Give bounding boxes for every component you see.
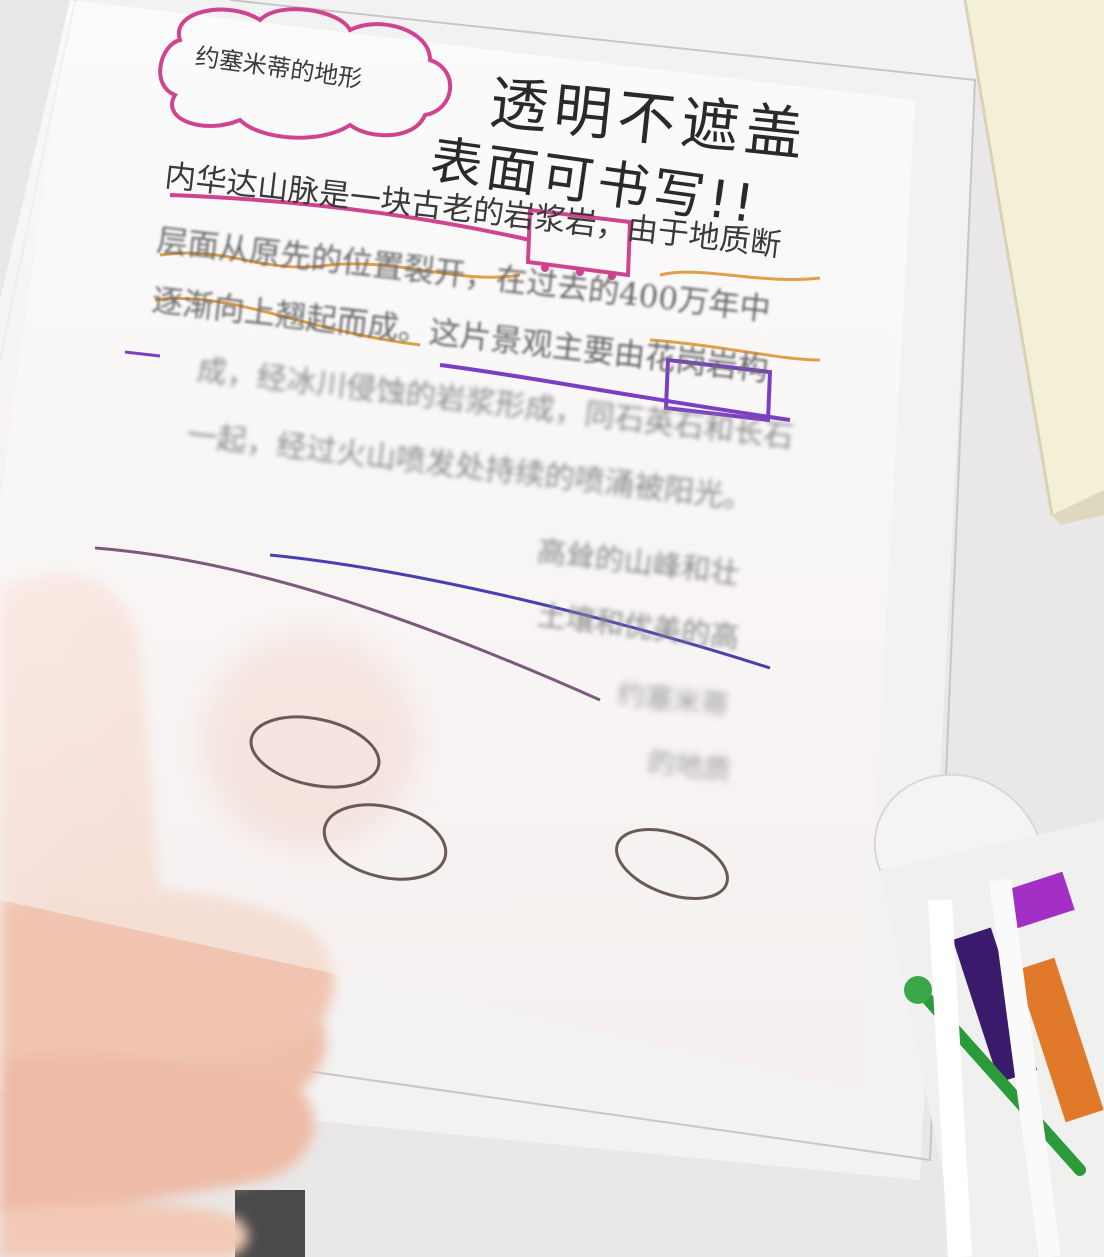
pencil-oval-1 (249, 715, 381, 789)
sticky-pad (965, 0, 1104, 515)
box-yanjiangyan (525, 207, 633, 278)
pencil-oval-2 (322, 803, 448, 881)
pencil-oval-3 (615, 828, 729, 900)
orange-wavy-underline-2 (154, 296, 421, 347)
box-huagangyan (663, 357, 773, 423)
purple-underline (439, 363, 791, 422)
multicolor-pen (873, 773, 1104, 1257)
diagonal-line (94, 546, 601, 702)
blue-underline (269, 553, 771, 670)
orange-wavy-underline-1 (159, 251, 521, 279)
pink-underline (169, 193, 531, 242)
title-bubble-outline (158, 7, 453, 140)
dark-object (235, 1190, 305, 1257)
